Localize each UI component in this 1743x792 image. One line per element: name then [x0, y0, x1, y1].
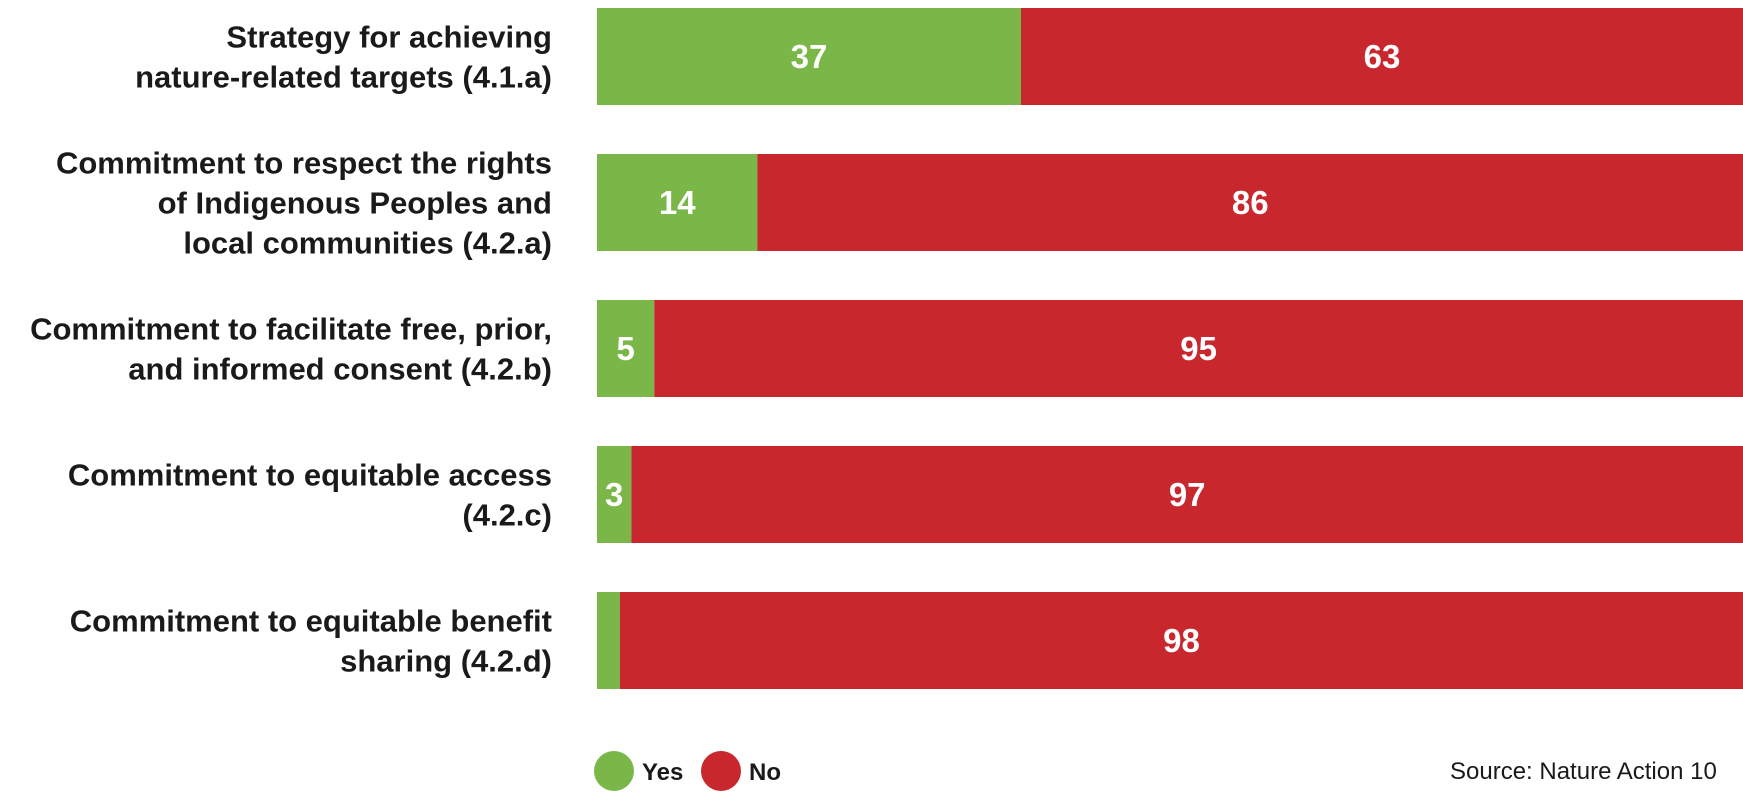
- bar-segment-no: [1021, 8, 1743, 105]
- bar-row: 3 97: [597, 446, 1743, 543]
- category-label-line: Strategy for achieving: [226, 20, 552, 55]
- legend: Yes No: [594, 751, 781, 791]
- legend-item-no: No: [701, 751, 781, 791]
- bar-segment-yes: [597, 154, 758, 251]
- bar-segment-no: [757, 154, 1743, 251]
- category-label: Commitment to equitable benefit sharing (…: [70, 604, 552, 679]
- bar-segment-yes: [597, 446, 632, 543]
- category-label-line: and informed consent (4.2.b): [128, 352, 552, 387]
- value-label-yes: 5: [616, 330, 634, 367]
- bar-segment-no: [654, 300, 1743, 397]
- legend-label-yes: Yes: [642, 759, 683, 786]
- category-label-line: local communities (4.2.a): [183, 226, 552, 261]
- bar-segment-yes: [597, 592, 620, 689]
- category-label-line: Commitment to respect the rights: [56, 146, 552, 181]
- category-label-line: Commitment to facilitate free, prior,: [30, 312, 552, 347]
- bar-row: 298: [597, 592, 1743, 689]
- legend-label-no: No: [749, 759, 781, 786]
- category-label-line: Commitment to equitable access: [68, 458, 552, 493]
- category-labels: Strategy for achieving nature-related tar…: [30, 20, 552, 679]
- bar-segment-no: [619, 592, 1743, 689]
- bar-row: 14 86: [597, 154, 1743, 251]
- value-label-no: 97: [1169, 476, 1206, 513]
- category-label-line: of Indigenous Peoples and: [158, 186, 552, 221]
- source-note: Source: Nature Action 10: [1450, 758, 1717, 785]
- legend-swatch-no: [701, 751, 741, 791]
- bar-row: 37 63: [597, 8, 1743, 105]
- bars-layer: 37 63 14 86 5 95 3 97 298: [597, 8, 1743, 689]
- bar-segment-yes: [597, 300, 655, 397]
- value-label-no: 86: [1232, 184, 1269, 221]
- category-label: Commitment to equitable access (4.2.c): [68, 458, 552, 533]
- bar-segment-no: [631, 446, 1743, 543]
- value-label-yes: 3: [605, 476, 623, 513]
- category-label-line: nature-related targets (4.1.a): [135, 60, 552, 95]
- value-label-no: 63: [1364, 38, 1401, 75]
- value-label-no: 95: [1180, 330, 1217, 367]
- category-label: Commitment to respect the rights of Indig…: [56, 146, 552, 261]
- legend-swatch-yes: [594, 751, 634, 791]
- legend-item-yes: Yes: [594, 751, 683, 791]
- bar-segment-yes: [597, 8, 1022, 105]
- category-label: Commitment to facilitate free, prior, and…: [30, 312, 552, 387]
- value-label-yes: 37: [791, 38, 828, 75]
- value-label-no: 98: [1163, 622, 1200, 659]
- category-label-line: (4.2.c): [462, 498, 552, 533]
- value-label-yes: 14: [659, 184, 696, 221]
- category-label-line: Commitment to equitable benefit: [70, 604, 552, 639]
- category-label: Strategy for achieving nature-related tar…: [135, 20, 552, 95]
- bar-row: 5 95: [597, 300, 1743, 397]
- category-label-line: sharing (4.2.d): [340, 644, 552, 679]
